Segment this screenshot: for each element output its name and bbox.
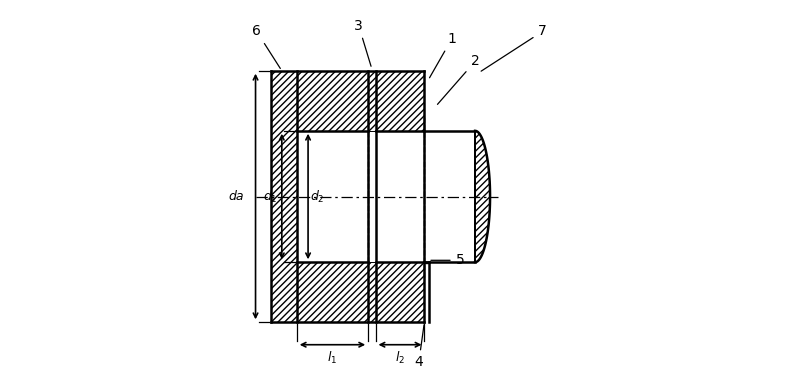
Polygon shape [376, 71, 424, 131]
Text: 1: 1 [430, 32, 456, 78]
Polygon shape [376, 262, 424, 322]
Text: 5: 5 [431, 253, 465, 267]
Polygon shape [368, 262, 376, 322]
Text: $d_1$: $d_1$ [263, 189, 278, 204]
Text: 3: 3 [354, 19, 371, 66]
Text: 2: 2 [438, 54, 479, 104]
Text: 7: 7 [481, 25, 547, 71]
Polygon shape [297, 262, 368, 322]
Polygon shape [368, 71, 376, 131]
Text: $l_1$: $l_1$ [327, 350, 338, 366]
Text: 6: 6 [252, 25, 280, 68]
Polygon shape [297, 71, 368, 131]
Text: $l_2$: $l_2$ [395, 350, 405, 366]
Polygon shape [270, 71, 297, 322]
Text: 4: 4 [414, 325, 424, 369]
Polygon shape [475, 131, 490, 262]
Text: $d_2$: $d_2$ [310, 189, 325, 204]
Text: da: da [229, 190, 244, 203]
